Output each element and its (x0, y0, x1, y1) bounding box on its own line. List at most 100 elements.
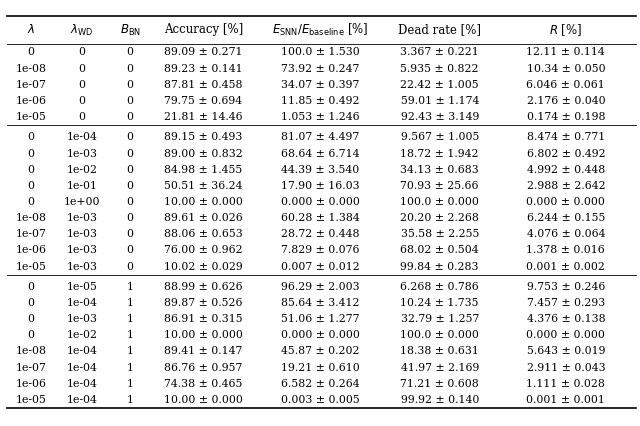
Text: 79.75 ± 0.694: 79.75 ± 0.694 (164, 96, 243, 106)
Text: $R$ [%]: $R$ [%] (549, 22, 582, 38)
Text: 1.111 ± 0.028: 1.111 ± 0.028 (527, 379, 605, 389)
Text: 0.003 ± 0.005: 0.003 ± 0.005 (280, 395, 360, 405)
Text: 35.58 ± 2.255: 35.58 ± 2.255 (401, 229, 479, 239)
Text: 86.91 ± 0.315: 86.91 ± 0.315 (164, 314, 243, 324)
Text: 100.0 ± 0.000: 100.0 ± 0.000 (400, 330, 479, 340)
Text: 41.97 ± 2.169: 41.97 ± 2.169 (401, 363, 479, 373)
Text: 1e-08: 1e-08 (15, 213, 47, 223)
Text: 0: 0 (28, 47, 35, 58)
Text: 0.001 ± 0.001: 0.001 ± 0.001 (527, 395, 605, 405)
Text: 9.753 ± 0.246: 9.753 ± 0.246 (527, 282, 605, 292)
Text: 21.81 ± 14.46: 21.81 ± 14.46 (164, 112, 243, 122)
Text: 3.367 ± 0.221: 3.367 ± 0.221 (401, 47, 479, 58)
Text: 5.935 ± 0.822: 5.935 ± 0.822 (401, 63, 479, 74)
Text: 0.000 ± 0.000: 0.000 ± 0.000 (280, 197, 360, 207)
Text: 44.39 ± 3.540: 44.39 ± 3.540 (281, 165, 359, 175)
Text: 0: 0 (127, 96, 134, 106)
Text: 32.79 ± 1.257: 32.79 ± 1.257 (401, 314, 479, 324)
Text: 1e-04: 1e-04 (67, 346, 97, 357)
Text: 6.268 ± 0.786: 6.268 ± 0.786 (401, 282, 479, 292)
Text: 1e-04: 1e-04 (67, 363, 97, 373)
Text: 1.053 ± 1.246: 1.053 ± 1.246 (281, 112, 359, 122)
Text: 28.72 ± 0.448: 28.72 ± 0.448 (281, 229, 359, 239)
Text: 1e-06: 1e-06 (15, 379, 47, 389)
Text: 89.15 ± 0.493: 89.15 ± 0.493 (164, 132, 243, 142)
Text: 0: 0 (127, 132, 134, 142)
Text: 2.988 ± 2.642: 2.988 ± 2.642 (527, 181, 605, 191)
Text: 0: 0 (79, 63, 86, 74)
Text: 22.42 ± 1.005: 22.42 ± 1.005 (401, 80, 479, 90)
Text: 1e-08: 1e-08 (15, 63, 47, 74)
Text: 0: 0 (28, 330, 35, 340)
Text: 99.84 ± 0.283: 99.84 ± 0.283 (401, 262, 479, 271)
Text: 1e-07: 1e-07 (15, 80, 47, 90)
Text: 0: 0 (28, 165, 35, 175)
Text: 11.85 ± 0.492: 11.85 ± 0.492 (281, 96, 359, 106)
Text: 70.93 ± 25.66: 70.93 ± 25.66 (401, 181, 479, 191)
Text: 0: 0 (79, 80, 86, 90)
Text: 0.000 ± 0.000: 0.000 ± 0.000 (527, 197, 605, 207)
Text: 4.076 ± 0.064: 4.076 ± 0.064 (527, 229, 605, 239)
Text: 85.64 ± 3.412: 85.64 ± 3.412 (281, 298, 359, 308)
Text: $B_{\mathrm{BN}}$: $B_{\mathrm{BN}}$ (120, 23, 141, 37)
Text: 0: 0 (127, 112, 134, 122)
Text: 0: 0 (127, 229, 134, 239)
Text: 34.07 ± 0.397: 34.07 ± 0.397 (281, 80, 359, 90)
Text: 6.582 ± 0.264: 6.582 ± 0.264 (281, 379, 359, 389)
Text: 0: 0 (28, 298, 35, 308)
Text: 5.643 ± 0.019: 5.643 ± 0.019 (527, 346, 605, 357)
Text: 0: 0 (127, 213, 134, 223)
Text: 92.43 ± 3.149: 92.43 ± 3.149 (401, 112, 479, 122)
Text: 34.13 ± 0.683: 34.13 ± 0.683 (401, 165, 479, 175)
Text: 0: 0 (127, 149, 134, 158)
Text: 84.98 ± 1.455: 84.98 ± 1.455 (164, 165, 243, 175)
Text: 89.61 ± 0.026: 89.61 ± 0.026 (164, 213, 243, 223)
Text: Dead rate [%]: Dead rate [%] (398, 23, 481, 37)
Text: 1e-05: 1e-05 (15, 262, 47, 271)
Text: 1.378 ± 0.016: 1.378 ± 0.016 (527, 245, 605, 255)
Text: 87.81 ± 0.458: 87.81 ± 0.458 (164, 80, 243, 90)
Text: 1e-03: 1e-03 (67, 213, 98, 223)
Text: 1e-03: 1e-03 (67, 245, 98, 255)
Text: 89.87 ± 0.526: 89.87 ± 0.526 (164, 298, 243, 308)
Text: 0.001 ± 0.002: 0.001 ± 0.002 (527, 262, 605, 271)
Text: 19.21 ± 0.610: 19.21 ± 0.610 (280, 363, 360, 373)
Text: 1e-05: 1e-05 (15, 112, 47, 122)
Text: Accuracy [%]: Accuracy [%] (164, 23, 243, 37)
Text: 1: 1 (127, 395, 134, 405)
Text: 81.07 ± 4.497: 81.07 ± 4.497 (281, 132, 359, 142)
Text: 0: 0 (28, 314, 35, 324)
Text: 100.0 ± 0.000: 100.0 ± 0.000 (400, 197, 479, 207)
Text: 6.802 ± 0.492: 6.802 ± 0.492 (527, 149, 605, 158)
Text: 4.376 ± 0.138: 4.376 ± 0.138 (527, 314, 605, 324)
Text: 89.00 ± 0.832: 89.00 ± 0.832 (164, 149, 243, 158)
Text: 1e-03: 1e-03 (67, 149, 98, 158)
Text: 89.23 ± 0.141: 89.23 ± 0.141 (164, 63, 243, 74)
Text: 0: 0 (79, 96, 86, 106)
Text: $\lambda_{\mathrm{WD}}$: $\lambda_{\mathrm{WD}}$ (70, 23, 94, 37)
Text: 6.046 ± 0.061: 6.046 ± 0.061 (527, 80, 605, 90)
Text: 0.007 ± 0.012: 0.007 ± 0.012 (280, 262, 360, 271)
Text: 50.51 ± 36.24: 50.51 ± 36.24 (164, 181, 243, 191)
Text: 18.72 ± 1.942: 18.72 ± 1.942 (401, 149, 479, 158)
Text: 7.829 ± 0.076: 7.829 ± 0.076 (281, 245, 359, 255)
Text: 59.01 ± 1.174: 59.01 ± 1.174 (401, 96, 479, 106)
Text: 0: 0 (127, 165, 134, 175)
Text: 10.02 ± 0.029: 10.02 ± 0.029 (164, 262, 243, 271)
Text: 0: 0 (127, 80, 134, 90)
Text: 86.76 ± 0.957: 86.76 ± 0.957 (164, 363, 243, 373)
Text: 71.21 ± 0.608: 71.21 ± 0.608 (401, 379, 479, 389)
Text: 0: 0 (79, 47, 86, 58)
Text: 2.911 ± 0.043: 2.911 ± 0.043 (527, 363, 605, 373)
Text: 10.24 ± 1.735: 10.24 ± 1.735 (401, 298, 479, 308)
Text: 20.20 ± 2.268: 20.20 ± 2.268 (400, 213, 479, 223)
Text: 2.176 ± 0.040: 2.176 ± 0.040 (527, 96, 605, 106)
Text: 0.000 ± 0.000: 0.000 ± 0.000 (527, 330, 605, 340)
Text: 1e-03: 1e-03 (67, 262, 98, 271)
Text: 1e-04: 1e-04 (67, 132, 97, 142)
Text: 1e-05: 1e-05 (15, 395, 47, 405)
Text: 1: 1 (127, 314, 134, 324)
Text: 1e-02: 1e-02 (67, 330, 98, 340)
Text: 0: 0 (127, 245, 134, 255)
Text: 0: 0 (28, 132, 35, 142)
